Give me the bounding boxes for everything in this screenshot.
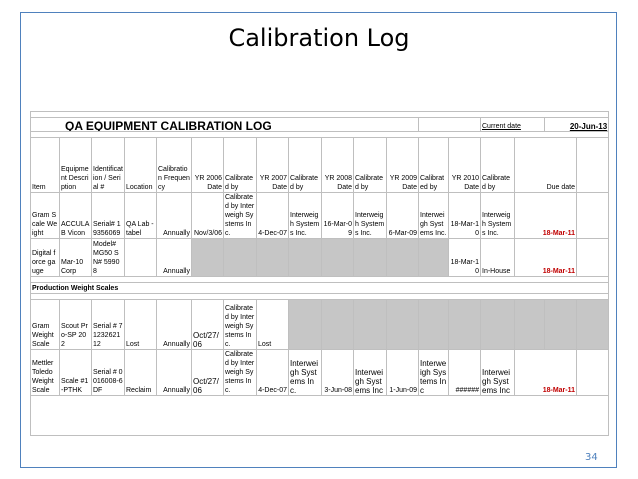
header-cal-by-2007: Calibrated by — [288, 137, 322, 193]
cell-equipment: Mar-10 Corp — [59, 238, 92, 277]
cell-cal-by-2007: Interweigh Systems Inc. — [288, 192, 322, 239]
table-row: Gram Weight Scale Scout Pro-SP 202 Seria… — [30, 299, 610, 350]
cell-yr2007: 4-Dec-07 — [256, 192, 289, 239]
cell-yr2010: 18-Mar-10 — [448, 192, 481, 239]
slide-title: Calibration Log — [228, 24, 410, 52]
table-row: Gram Scale Weight ACCULAB Vicon Serial# … — [30, 192, 610, 239]
cell-frequency: Annually — [156, 238, 192, 277]
cell-yr2006: Nov/3/06 — [191, 192, 224, 239]
cell-item: Gram Weight Scale — [30, 299, 60, 350]
cell-due-date: 18-Mar-11 — [514, 349, 577, 396]
cell-frequency: Annually — [156, 349, 192, 396]
header-frequency: Calibration Frequency — [156, 137, 192, 193]
cell-equipment: Scout Pro-SP 202 — [59, 299, 92, 350]
cell-identification: Serial# 19356069 — [91, 192, 125, 239]
header-yr2010: YR 2010 Date — [448, 137, 481, 193]
cell-cal-by-2008: Interweigh Systems Inc — [353, 349, 387, 396]
cell-yr2010: 18-Mar-10 — [448, 238, 481, 277]
header-location: Location — [124, 137, 157, 193]
table-row: Digital force gauge Mar-10 Corp Model# M… — [30, 238, 610, 277]
cell-yr2008: 3-Jun-08 — [321, 349, 354, 396]
cell-yr2010: ###### — [448, 349, 481, 396]
page-number: 34 — [585, 452, 598, 463]
cell-cal-by-2006: Calibrated by Interweigh Systems Inc. — [223, 349, 257, 396]
cell-item: Gram Scale Weight — [30, 192, 60, 239]
table-row: Mettler Toledo Weight Scale Scale #1-PTH… — [30, 349, 610, 396]
slide-frame — [20, 12, 617, 468]
cell-location: QA Lab - tabel — [124, 192, 157, 239]
cell-cal-by-2009: Interweigh Systems Inc. — [418, 192, 449, 239]
cell-frequency: Annually — [156, 192, 192, 239]
cell-yr2009: 1-Jun-09 — [386, 349, 419, 396]
cell-yr2006: Oct/27/06 — [191, 299, 224, 350]
cell-location — [124, 238, 157, 277]
cell-cal-by-2009: Interweigh Systems Inc — [418, 349, 449, 396]
current-date-value: 20-Jun-13 — [543, 117, 610, 132]
calibration-log-table: QA EQUIPMENT CALIBRATION LOG Current dat… — [29, 111, 610, 436]
cell-yr2009: 6-Mar-09 — [386, 192, 419, 239]
cell-frequency: Annually — [156, 299, 192, 350]
header-yr2007: YR 2007 Date — [256, 137, 289, 193]
header-identification: Identification / Serial # — [91, 137, 125, 193]
header-yr2009: YR 2009 Date — [386, 137, 419, 193]
cell-cal-by-2010: Interweigh Systems Inc. — [480, 192, 515, 239]
header-cal-by-2006: Calibrated by — [223, 137, 257, 193]
header-item: Item — [30, 137, 60, 193]
header-row: Item Equipment Description Identificatio… — [30, 137, 610, 193]
current-date-label: Current date — [480, 117, 545, 132]
header-cal-by-2009: Calibrated by — [418, 137, 449, 193]
cell-yr2007: Lost — [256, 299, 289, 350]
cell-cal-by-2010: In-House — [480, 238, 515, 277]
cell-yr2008: 16-Mar-09 — [321, 192, 354, 239]
cell-cal-by-2010: Interweigh Systems Inc — [480, 349, 515, 396]
cell-cal-by-2006: Calibrated by Interweigh Systems Inc. — [223, 299, 257, 350]
cell-due-date: 18-Mar-11 — [514, 192, 577, 239]
cell-yr2007: 4-Dec-07 — [256, 349, 289, 396]
cell-equipment: ACCULAB Vicon — [59, 192, 92, 239]
header-due-date: Due date — [514, 137, 577, 193]
cell-identification: Serial # 71232621 12 — [91, 299, 125, 350]
cell-equipment: Scale #1-PTHK — [59, 349, 92, 396]
cell-identification: Serial # 0016008-6DF — [91, 349, 125, 396]
cell-yr2006: Oct/27/06 — [191, 349, 224, 396]
header-equipment: Equipment Description — [59, 137, 92, 193]
cell-item: Mettler Toledo Weight Scale — [30, 349, 60, 396]
cell-location: Reclaim — [124, 349, 157, 396]
header-yr2006: YR 2006 Date — [191, 137, 224, 193]
cell-due-date: 18-Mar-11 — [514, 238, 577, 277]
cell-cal-by-2006: Calibrated by Interweigh Systems Inc. — [223, 192, 257, 239]
header-cal-by-2010: Calibrated by — [480, 137, 515, 193]
header-yr2008: YR 2008 Date — [321, 137, 354, 193]
cell-cal-by-2007: Interweigh Systems Inc. — [288, 349, 322, 396]
cell-cal-by-2008: Interweigh Systems Inc. — [353, 192, 387, 239]
log-title: QA EQUIPMENT CALIBRATION LOG — [30, 117, 419, 132]
section-title: Production Weight Scales — [29, 282, 610, 294]
cell-location: Lost — [124, 299, 157, 350]
cell-identification: Model# MG50 SN# 59908 — [91, 238, 125, 277]
header-cal-by-2008: Calibrated by — [353, 137, 387, 193]
cell-item: Digital force gauge — [30, 238, 60, 277]
